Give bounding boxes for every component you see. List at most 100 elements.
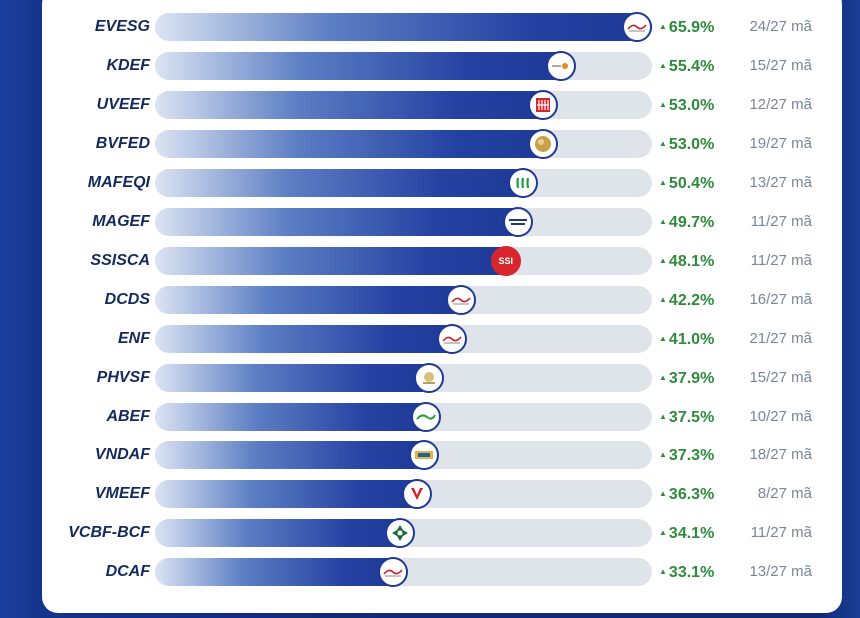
fund-name-label: VCBF-BCF [68, 524, 150, 542]
fund-name-label: MAFEQI [87, 173, 150, 191]
bar-track [155, 206, 652, 237]
value-text: 50.4% [668, 174, 715, 192]
vietcombank-logo [401, 479, 432, 510]
value-text: 42.2% [668, 291, 715, 309]
uob-logo [527, 89, 558, 120]
count-label: 13/27 mã [749, 563, 812, 581]
value-label: ▲ 36.3% [659, 479, 729, 509]
fund-name-label: ABEF [106, 407, 150, 425]
up-arrow-icon: ▲ [659, 177, 667, 187]
value-text: 34.1% [668, 525, 715, 543]
bar-row: VNDAF ▲ 37.3% 18/27 mã [42, 440, 842, 471]
bar-row: KDEF ▲ 55.4% 15/27 mã [42, 50, 842, 81]
bar-row: UVEEF ▲ 53.0% 12/27 mã [42, 89, 842, 120]
up-arrow-icon: ▲ [659, 216, 667, 226]
fund-name-label: EVESG [94, 18, 150, 35]
up-arrow-icon: ▲ [659, 489, 667, 499]
bar [155, 13, 652, 41]
bar-row: EVESG ▲ 65.9% 24/27 mã [42, 12, 842, 42]
bar [155, 441, 437, 470]
bar-row: ABEF ▲ 37.5% 10/27 mã [42, 401, 842, 432]
value-label: ▲ 37.5% [659, 402, 729, 432]
bar [155, 207, 530, 236]
count-label: 19/27 mã [749, 134, 812, 152]
value-label: ▲ 53.0% [659, 90, 729, 120]
count-label: 11/27 mã [750, 524, 812, 542]
count-label: 21/27 mã [749, 329, 812, 347]
manulife-logo [502, 206, 533, 237]
dragon-capital-logo [446, 284, 477, 315]
value-label: ▲ 55.4% [659, 51, 729, 81]
value-label: ▲ 65.9% [659, 12, 729, 42]
value-text: 48.1% [668, 252, 715, 270]
value-label: ▲ 50.4% [659, 168, 729, 198]
count-label: 13/27 mã [749, 173, 812, 191]
value-text: 33.1% [668, 564, 715, 582]
fund-name-label: SSISCA [90, 251, 150, 269]
value-label: ▲ 48.1% [659, 246, 729, 276]
mirae-asset-logo [508, 167, 539, 198]
value-text: 41.0% [668, 330, 715, 348]
value-label: ▲ 42.2% [659, 285, 729, 315]
bar [155, 558, 405, 587]
count-label: 15/27 mã [749, 368, 812, 386]
up-arrow-icon: ▲ [659, 138, 667, 148]
value-label: ▲ 49.7% [659, 207, 729, 237]
bar [155, 363, 441, 392]
bar-row: VMEEF ▲ 36.3% 8/27 mã [42, 479, 842, 510]
up-arrow-icon: ▲ [659, 567, 667, 577]
dragon-capital-logo [622, 12, 652, 42]
ssi-logo: SSI [490, 245, 521, 276]
count-label: 11/27 mã [750, 251, 812, 269]
count-label: 15/27 mã [749, 56, 812, 74]
value-text: 55.4% [668, 57, 715, 75]
count-label: 11/27 mã [750, 212, 812, 230]
value-text: 37.3% [668, 447, 715, 465]
bao-viet-logo [527, 128, 558, 159]
fund-name-label: UVEEF [96, 95, 150, 113]
count-label: 24/27 mã [749, 18, 812, 35]
bar-track [155, 284, 652, 315]
bar [155, 324, 465, 353]
bar-row: DCDS ▲ 42.2% 16/27 mã [42, 284, 842, 315]
value-text: 37.5% [668, 408, 715, 426]
count-label: 18/27 mã [749, 446, 812, 464]
count-label: 10/27 mã [749, 407, 812, 425]
bar-row: ENF ▲ 41.0% 21/27 mã [42, 323, 842, 354]
abf-logo [410, 401, 441, 432]
fund-name-label: PHVSF [96, 368, 150, 386]
value-text: 36.3% [668, 486, 715, 504]
value-label: ▲ 41.0% [659, 324, 729, 354]
value-text: 65.9% [668, 19, 715, 36]
bar-row: DCAF ▲ 33.1% 13/27 mã [42, 557, 842, 588]
up-arrow-icon: ▲ [659, 372, 667, 382]
bar-track [155, 362, 652, 393]
dragon-capital-logo [377, 557, 408, 588]
bar-track [155, 50, 652, 81]
value-label: ▲ 53.0% [659, 129, 729, 159]
bar-track [155, 557, 652, 588]
count-label: 8/27 mã [757, 485, 812, 503]
count-label: 16/27 mã [749, 290, 812, 308]
bar [155, 168, 536, 197]
bar-track [155, 12, 652, 42]
value-text: 53.0% [668, 135, 715, 153]
kim-logo [545, 50, 576, 81]
bar [155, 90, 555, 119]
bar-track [155, 167, 652, 198]
vinacapital-logo [409, 440, 440, 471]
bar [155, 285, 474, 314]
up-arrow-icon: ▲ [659, 333, 667, 343]
bar [155, 480, 429, 509]
bar [155, 129, 555, 158]
bar [155, 519, 413, 548]
bar-track [155, 128, 652, 159]
bar-track [155, 89, 652, 120]
vcbf-logo [385, 518, 416, 549]
bar-track [155, 401, 652, 432]
up-arrow-icon: ▲ [659, 99, 667, 109]
ssi-logo-text: SSI [498, 255, 513, 266]
up-arrow-icon: ▲ [659, 294, 667, 304]
fund-name-label: VNDAF [94, 446, 150, 464]
bar-row: SSISCA SSI ▲ 48.1% 11/27 mã [42, 245, 842, 276]
